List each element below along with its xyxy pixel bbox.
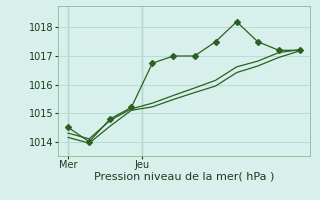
X-axis label: Pression niveau de la mer( hPa ): Pression niveau de la mer( hPa )	[94, 172, 274, 182]
